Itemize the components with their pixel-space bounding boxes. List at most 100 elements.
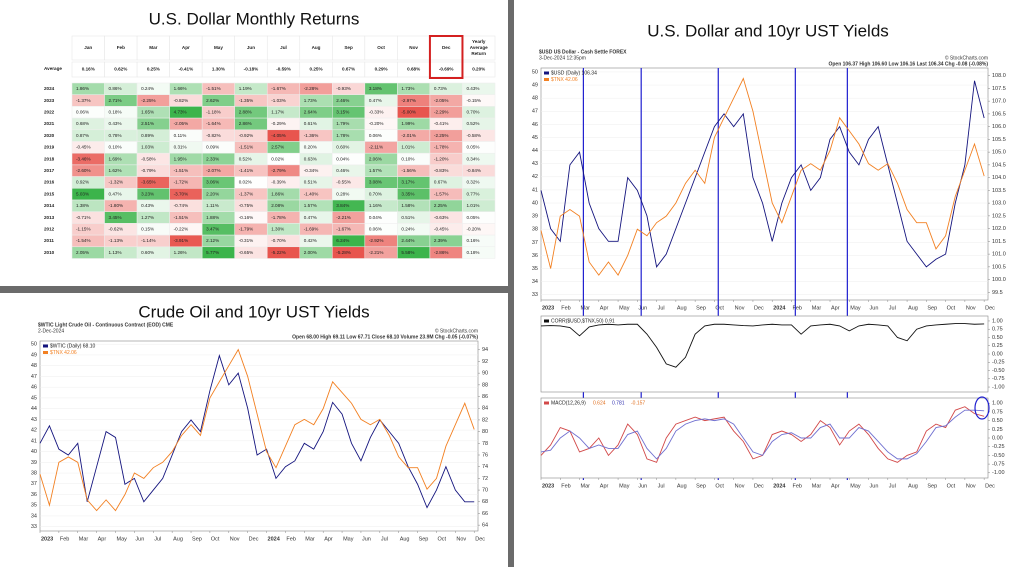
cell-value: 0.78% <box>109 133 122 138</box>
x-tick-label: Oct <box>715 305 724 311</box>
y2-tick-label: 86 <box>482 394 488 400</box>
header-cell <box>299 35 333 61</box>
cell-value: -1.80% <box>109 203 124 208</box>
cell-value: -1.67% <box>271 86 286 91</box>
cell-value: -0.33% <box>369 109 384 114</box>
cell-value: 0.47% <box>109 191 122 196</box>
legend-swatch <box>544 71 549 75</box>
x-tick-label: Nov <box>735 483 745 489</box>
cell-value: 5.03% <box>76 191 89 196</box>
cell-value: 0.92% <box>76 180 89 185</box>
cell-value: 3.08% <box>369 180 382 185</box>
x-tick-label: Jul <box>658 483 665 489</box>
x-tick-label: Oct <box>211 536 220 542</box>
cell-value: -0.45% <box>434 226 449 231</box>
y-tick-label: 34 <box>532 279 538 285</box>
row-label: 2018 <box>44 156 55 161</box>
x-tick-label: Sep <box>927 483 937 489</box>
x-tick-label: Oct <box>947 483 956 489</box>
cell-value: -1.18% <box>206 109 221 114</box>
cell-value: -0.62% <box>109 226 124 231</box>
column-header: Jul <box>280 45 287 50</box>
cell-value: -0.58% <box>466 133 481 138</box>
series-line <box>39 348 475 512</box>
cell-value: -2.01% <box>401 133 416 138</box>
x-tick-label: Nov <box>456 536 466 542</box>
y2-tick-label: 66 <box>482 511 488 517</box>
y-tick-label: 0.50 <box>992 418 1003 424</box>
cell-value: 1.13% <box>109 250 122 255</box>
cell-value: 1.11% <box>206 203 219 208</box>
cell-value: 0.87% <box>76 133 89 138</box>
cell-value: 0.73% <box>434 86 447 91</box>
cell <box>462 246 496 259</box>
cell-value: 3.35% <box>401 191 414 196</box>
cell-value: 0.02% <box>271 156 284 161</box>
x-tick-label: Jun <box>870 483 879 489</box>
x-tick-label: Jun <box>362 536 371 542</box>
x-tick-label: 2023 <box>542 305 554 311</box>
cell-value: -1.56% <box>401 168 416 173</box>
row-label: 2014 <box>44 203 55 208</box>
cell-value: 3.47% <box>206 226 219 231</box>
plot-area <box>540 315 989 393</box>
legend-label: $TNX 42.06 <box>551 77 578 83</box>
x-tick-label: Jun <box>638 305 647 311</box>
cell-value: 2.12% <box>206 238 219 243</box>
cell-value: 1.58% <box>401 203 414 208</box>
y-tick-label: 50 <box>532 69 538 75</box>
row-label: 2021 <box>44 121 55 126</box>
y-tick-label: 0.00 <box>992 351 1003 357</box>
y2-tick-label: 92 <box>482 359 488 365</box>
y-tick-label: 42 <box>31 428 37 434</box>
cell-value: 1.27% <box>141 215 154 220</box>
header-cell <box>332 35 366 61</box>
y-tick-label: 44 <box>532 148 538 154</box>
y2-tick-label: 84 <box>482 406 488 412</box>
cell-value: -2.86% <box>434 250 449 255</box>
x-tick-label: Jul <box>658 305 665 311</box>
y-tick-label: 43 <box>532 161 538 167</box>
cell-value: -0.39% <box>271 180 286 185</box>
cell-value: -0.63% <box>434 215 449 220</box>
cell-value: 1.16% <box>369 203 382 208</box>
x-tick-label: Apr <box>831 305 840 311</box>
cell-value: 3.06% <box>206 180 219 185</box>
x-tick-label: 2024 <box>773 483 786 489</box>
cell-value: 2.08% <box>271 203 284 208</box>
cell-value: 2.57% <box>271 145 284 150</box>
cell-value: -0.41% <box>434 121 449 126</box>
column-header: Aug <box>312 45 321 50</box>
column-header: Sep <box>344 45 353 50</box>
cell-value: 1.62% <box>109 168 122 173</box>
cell-value: 0.70% <box>369 191 382 196</box>
column-header: May <box>214 45 223 50</box>
cell-value: 0.52% <box>239 156 252 161</box>
cell-value: 0.60% <box>141 250 154 255</box>
x-tick-label: May <box>117 536 128 542</box>
y-tick-label: 37 <box>31 481 37 487</box>
legend-label: MACD(12,26,9) <box>551 400 586 406</box>
y-tick-label: 46 <box>532 122 538 128</box>
y-tick-label: 0.25 <box>992 427 1003 433</box>
column-header: Nov <box>409 45 418 50</box>
x-tick-label: May <box>850 483 861 489</box>
x-tick-label: Feb <box>792 483 801 489</box>
cell-value: -2.97% <box>401 98 416 103</box>
y-tick-label: 41 <box>31 438 37 444</box>
y-tick-label: 43 <box>31 417 37 423</box>
x-tick-label: May <box>850 305 861 311</box>
series-line <box>540 323 985 368</box>
cell-value: -1.15% <box>76 226 91 231</box>
readout-value: 0.781 <box>612 400 625 406</box>
cell-value: 1.30% <box>271 226 284 231</box>
cell-value: 1.86% <box>76 86 89 91</box>
cell-value: -1.72% <box>174 180 189 185</box>
header-cell <box>201 35 235 61</box>
cell-value: 0.51% <box>304 180 317 185</box>
cell-value: 2.62% <box>206 98 219 103</box>
row-label: 2011 <box>44 238 54 243</box>
x-tick-label: Dec <box>985 483 995 489</box>
cell-value: -1.41% <box>239 168 254 173</box>
y-tick-label: 41 <box>532 187 538 193</box>
